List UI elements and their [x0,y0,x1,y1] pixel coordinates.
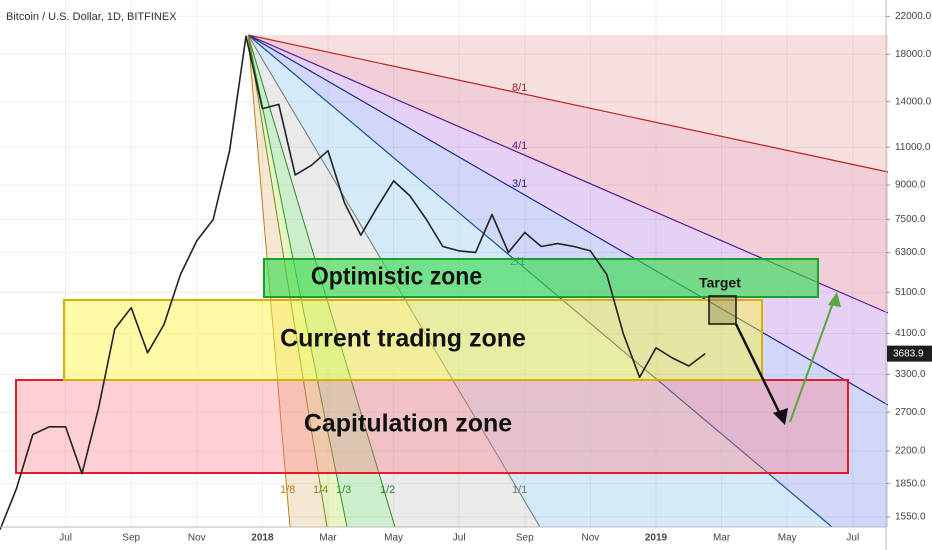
x-tick-label: Sep [516,533,534,544]
x-tick-label: Sep [122,533,140,544]
x-tick-label: May [778,533,797,544]
optimistic-zone [263,258,819,298]
y-tick-label: 4100.0 [895,328,926,339]
capitulation-zone [15,379,849,474]
target-box [708,295,737,325]
fan-line [247,34,889,173]
y-tick-label: 14000.0 [895,96,932,107]
fan-line [247,34,889,406]
x-tick-label: Jul [59,533,72,544]
target-label: Target [699,275,741,291]
last-price-label: 3683.9 [893,348,924,359]
x-tick-label: Nov [188,533,206,544]
y-tick-label: 3300.0 [895,369,926,380]
y-tick-label: 1850.0 [895,478,926,489]
zone-label: Capitulation zone [304,410,512,438]
x-tick-label: 2018 [251,533,274,544]
y-tick-label: 18000.0 [895,49,932,60]
y-tick-label: 7500.0 [895,214,926,225]
x-tick-label: Jul [846,533,859,544]
y-tick-label: 6300.0 [895,247,926,258]
fan-label: 1/4 [313,484,328,496]
y-tick-label: 5100.0 [895,287,926,298]
last-price-box [887,345,932,362]
x-tick-label: Mar [713,533,731,544]
y-tick-label: 9000.0 [895,180,926,191]
y-tick-label: 11000.0 [895,142,931,153]
fan-label: 1/8 [280,484,295,496]
fan-label: 1/1 [512,484,527,496]
zone-label: Current trading zone [280,325,526,353]
zone-label: Optimistic zone [311,263,482,291]
y-tick-label: 2200.0 [895,446,926,457]
arrow [734,323,784,419]
fan-label: 1/3 [336,484,351,496]
arrow-head [828,292,841,307]
fan-label: 4/1 [512,140,527,152]
fan-label: 3/1 [512,178,527,190]
y-tick-label: 2700.0 [895,407,926,418]
y-tick-label: 1550.0 [895,512,926,523]
x-tick-label: May [384,533,403,544]
fan-label: 8/1 [512,82,527,94]
price-line [0,35,706,530]
chart-title: Bitcoin / U.S. Dollar, 1D, BITFINEX [6,11,177,23]
arrow-head [773,408,788,425]
x-tick-label: 2019 [645,533,668,544]
x-tick-label: Mar [319,533,337,544]
x-tick-label: Nov [582,533,600,544]
x-tick-label: Jul [453,533,466,544]
arrow [789,299,835,423]
y-tick-label: 22000.0 [895,11,932,22]
fan-label: 1/2 [380,484,395,496]
